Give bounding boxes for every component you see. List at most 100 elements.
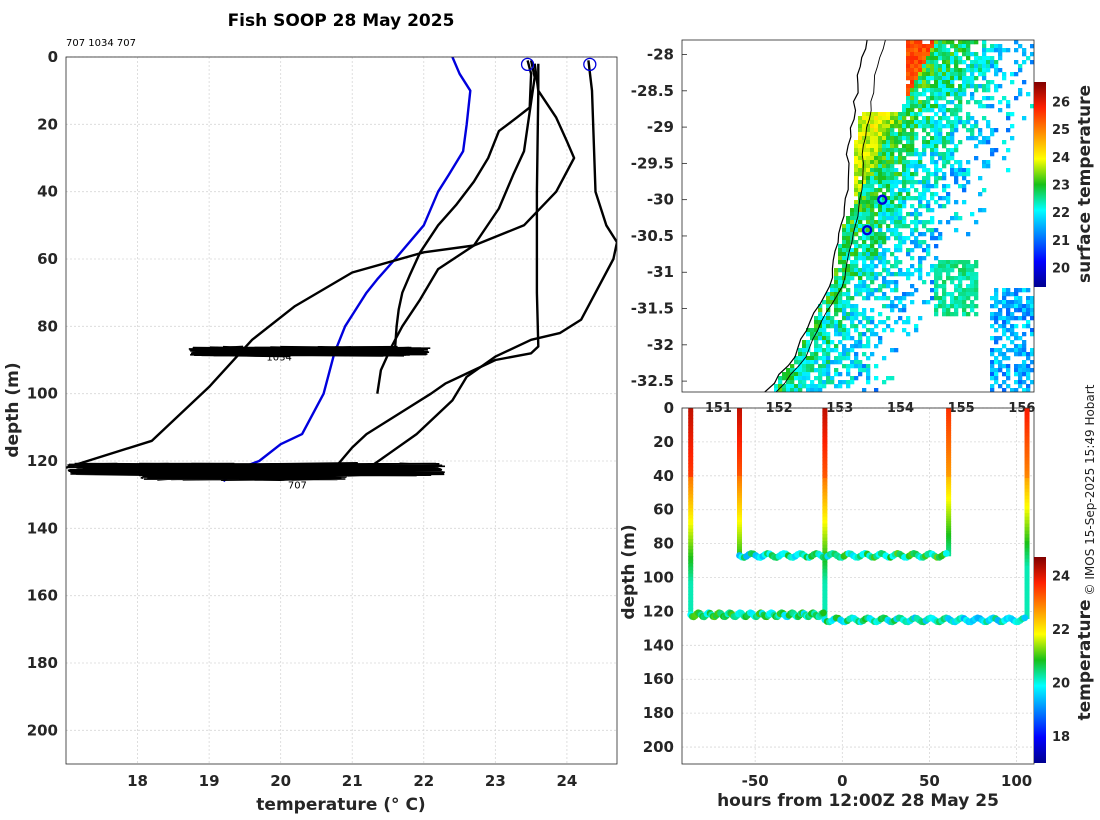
sst-pixel [838, 292, 843, 297]
credit-text: © IMOS 15-Sep-2025 15:49 Hobart [1083, 384, 1097, 595]
sst-pixel [902, 176, 907, 181]
sst-pixel [970, 92, 975, 97]
sst-pixel [842, 224, 847, 229]
sst-pixel [938, 68, 943, 73]
sst-pixel [874, 160, 879, 165]
sst-pixel [966, 304, 971, 309]
sst-pixel [902, 128, 907, 133]
sst-pixel [990, 312, 995, 317]
sst-pixel [898, 140, 903, 145]
sst-pixel [966, 284, 971, 289]
sst-pixel [922, 128, 927, 133]
sst-pixel [902, 224, 907, 229]
cast-segment [688, 518, 694, 523]
sst-pixel [946, 308, 951, 313]
sst-pixel [934, 40, 939, 45]
sst-pixel [886, 216, 891, 221]
sst-pixel [882, 152, 887, 157]
sst-pixel [854, 228, 859, 233]
sst-pixel [830, 288, 835, 293]
sst-pixel [958, 84, 963, 89]
sst-pixel [954, 56, 959, 61]
sst-pixel [854, 288, 859, 293]
sst-pixel [986, 48, 991, 53]
sst-pixel [922, 192, 927, 197]
sst-pixel [910, 204, 915, 209]
sst-pixel [906, 60, 911, 65]
sst-pixel [934, 104, 939, 109]
sst-pixel [994, 348, 999, 353]
sst-pixel [1006, 116, 1011, 121]
sst-pixel [866, 316, 871, 321]
sst-pixel [882, 148, 887, 153]
cast-segment [688, 421, 694, 427]
sst-pixel [882, 260, 887, 265]
sst-colorbar-label: surface temperature [1075, 85, 1095, 283]
sst-pixel [906, 100, 911, 105]
sst-pixel [890, 272, 895, 277]
sst-pixel [958, 268, 963, 273]
sst-pixel [990, 348, 995, 353]
sst-pixel [810, 368, 815, 373]
sst-pixel [878, 156, 883, 161]
sst-pixel [894, 264, 899, 269]
sst-pixel [946, 120, 951, 125]
sst-pixel [814, 332, 819, 337]
sst-pixel [926, 88, 931, 93]
sst-pixel [986, 104, 991, 109]
sst-pixel [818, 376, 823, 381]
sst-pixels [774, 40, 1034, 392]
sst-pixel [834, 312, 839, 317]
sst-pixel [886, 168, 891, 173]
cast-segment [1024, 548, 1030, 553]
sst-pixel [990, 296, 995, 301]
sst-pixel [798, 388, 803, 392]
sst-pixel [918, 160, 923, 165]
sst-pixel [994, 312, 999, 317]
series-line-climatology [222, 57, 472, 483]
sst-pixel [818, 364, 823, 369]
sst-pixel [934, 292, 939, 297]
sst-pixel [1018, 44, 1023, 49]
sst-pixel [894, 144, 899, 149]
sst-pixel [990, 388, 995, 392]
sst-pixel [1010, 292, 1015, 297]
sst-pixel [946, 88, 951, 93]
sst-pixel [870, 232, 875, 237]
profile-ylabel: depth (m) [3, 362, 23, 457]
sst-pixel [822, 360, 827, 365]
sst-pixel [894, 196, 899, 201]
x-tick-label: 21 [342, 772, 363, 790]
sst-pixel [1002, 328, 1007, 333]
sst-pixel [874, 192, 879, 197]
sst-pixel [838, 320, 843, 325]
cast-segment [1024, 492, 1030, 497]
sst-pixel [854, 164, 859, 169]
cast-segment [737, 429, 743, 434]
sst-pixel [898, 124, 903, 129]
sst-pixel [894, 320, 899, 325]
cast-segment [737, 410, 743, 414]
sst-pixel [1022, 372, 1027, 377]
sst-pixel [870, 196, 875, 201]
sst-pixel [918, 152, 923, 157]
sst-pixel [998, 100, 1003, 105]
sst-pixel [842, 232, 847, 237]
sst-pixel [930, 220, 935, 225]
sst-pixel [862, 136, 867, 141]
profile-label: 707 [288, 481, 307, 492]
sst-pixel [1030, 332, 1034, 337]
sst-pixel [890, 192, 895, 197]
sst-pixel [938, 84, 943, 89]
cast-segment [1024, 460, 1030, 465]
sst-pixel [1014, 72, 1019, 77]
sst-pixel [870, 308, 875, 313]
sst-pixel [914, 224, 919, 229]
cast-segment [946, 479, 952, 483]
sst-pixel [926, 272, 931, 277]
sst-pixel [918, 48, 923, 53]
cast-segment [822, 474, 828, 479]
cast-segment [737, 529, 743, 533]
sst-pixel [966, 40, 971, 45]
sst-pixel [814, 376, 819, 381]
